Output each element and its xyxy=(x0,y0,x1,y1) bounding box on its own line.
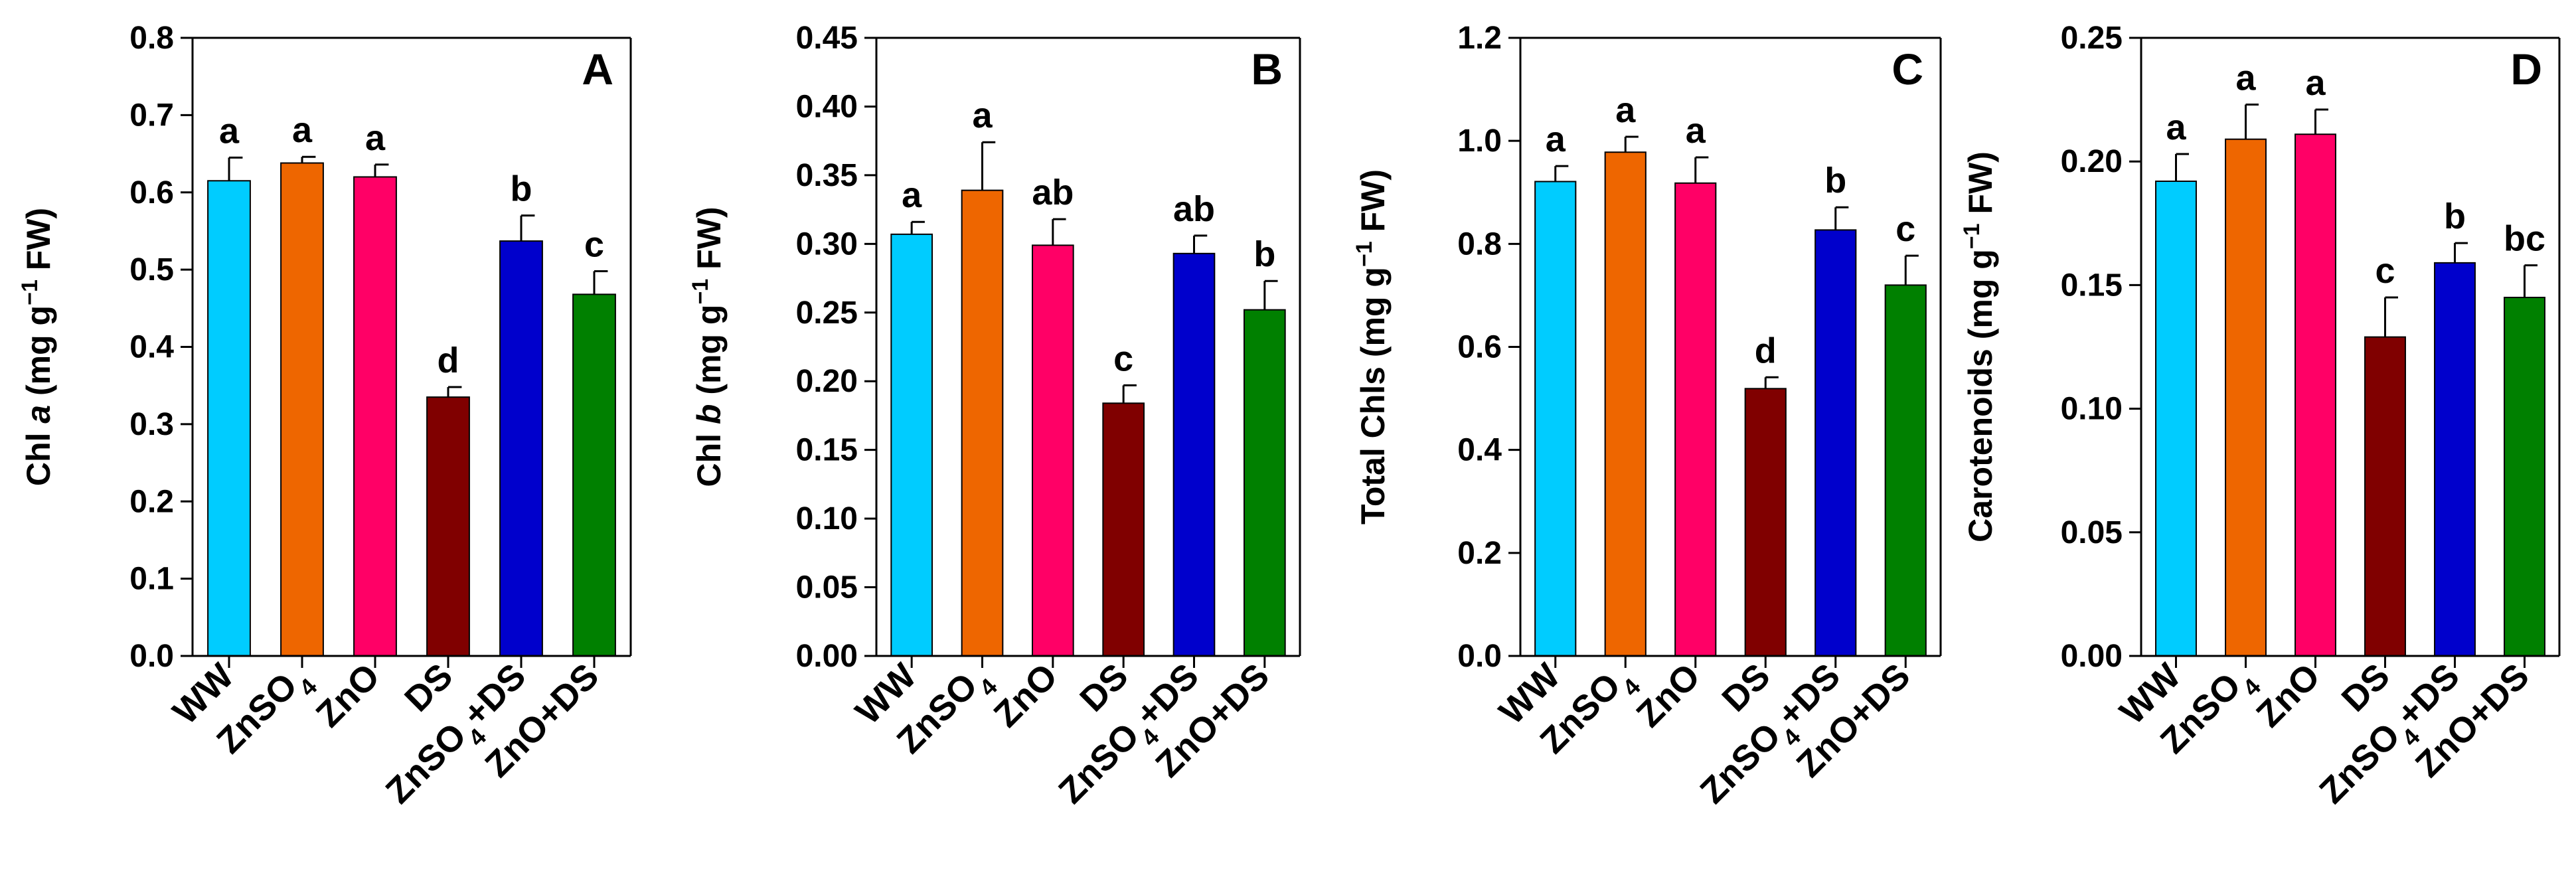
significance-letter: a xyxy=(972,96,993,135)
significance-letter: bc xyxy=(2504,219,2545,259)
significance-letter: b xyxy=(1824,161,1846,200)
significance-letter: a xyxy=(902,175,922,215)
significance-letter: a xyxy=(2305,63,2326,103)
y-tick-label: 0.4 xyxy=(1457,433,1502,468)
y-tick-label: 1.0 xyxy=(1457,123,1502,159)
chart-panel-b: aaabcabb0.000.050.100.150.200.250.300.35… xyxy=(688,21,1301,811)
significance-letter: c xyxy=(1895,209,1915,249)
significance-letter: c xyxy=(584,224,604,264)
y-tick-label: 0.4 xyxy=(129,330,174,365)
y-tick-label: 0.10 xyxy=(796,501,858,536)
significance-letter: c xyxy=(2375,251,2395,291)
bar-ww xyxy=(890,233,933,657)
y-tick-label: 0.2 xyxy=(129,484,174,519)
x-tick-label: DS xyxy=(1714,656,1777,719)
significance-letter: c xyxy=(1113,339,1133,378)
bar-zno-plus-ds xyxy=(1884,284,1927,657)
panel-label: A xyxy=(582,44,613,94)
significance-letter: d xyxy=(1755,331,1777,370)
y-axis-title: Chl b (mg g−1 FW) xyxy=(688,206,728,487)
y-axis-title: Carotenoids (mg g−1 FW) xyxy=(1959,151,1999,542)
significance-letter: a xyxy=(365,118,386,158)
y-tick-label: 0.2 xyxy=(1457,536,1502,571)
significance-letter: a xyxy=(2166,108,2186,147)
y-tick-label: 0.05 xyxy=(796,570,858,605)
significance-letter: ab xyxy=(1032,173,1074,212)
bar-znso4-plus-ds xyxy=(1172,252,1216,657)
bar-zno-plus-ds xyxy=(1243,309,1286,657)
y-tick-label: 0.20 xyxy=(2061,144,2123,179)
significance-letter: a xyxy=(1546,120,1566,159)
bar-znso4 xyxy=(280,162,324,657)
bar-ww xyxy=(2155,180,2197,657)
bar-ds xyxy=(1102,402,1145,657)
bar-zno-plus-ds xyxy=(572,293,616,657)
x-tick-label: DS xyxy=(397,656,460,719)
y-tick-label: 0.0 xyxy=(129,639,174,674)
panel-label: C xyxy=(1892,44,1923,94)
bar-ds xyxy=(1744,388,1787,657)
y-tick-label: 0.15 xyxy=(796,433,858,468)
y-tick-label: 0.8 xyxy=(129,21,174,56)
bar-zno xyxy=(353,176,397,657)
y-tick-label: 0.8 xyxy=(1457,226,1502,262)
y-tick-label: 0.40 xyxy=(796,89,858,124)
significance-letter: b xyxy=(1253,234,1275,274)
y-tick-label: 0.10 xyxy=(2061,392,2123,427)
significance-letter: a xyxy=(292,110,313,150)
y-tick-label: 1.2 xyxy=(1457,21,1502,56)
bar-zno xyxy=(1674,182,1717,657)
x-tick-label: DS xyxy=(1072,656,1135,719)
panel-label: D xyxy=(2510,44,2542,94)
significance-letter: a xyxy=(1615,90,1636,130)
y-tick-label: 0.3 xyxy=(129,407,174,442)
significance-letter: a xyxy=(2235,58,2256,98)
bar-znso4-plus-ds xyxy=(1814,229,1857,657)
x-tick-label: DS xyxy=(2334,656,2397,719)
significance-letter: a xyxy=(1686,111,1706,151)
bar-zno-plus-ds xyxy=(2504,297,2545,657)
bar-ds xyxy=(426,396,470,657)
bar-znso4-plus-ds xyxy=(2434,262,2476,657)
y-tick-label: 0.20 xyxy=(796,364,858,399)
y-tick-label: 0.25 xyxy=(796,295,858,331)
significance-letter: b xyxy=(2444,197,2466,236)
bar-zno xyxy=(2294,133,2336,657)
panel-label: B xyxy=(1251,44,1283,94)
y-tick-label: 0.35 xyxy=(796,158,858,193)
y-tick-label: 0.6 xyxy=(1457,330,1502,365)
bar-ww xyxy=(207,180,251,657)
bar-znso4 xyxy=(961,189,1004,657)
chart-panel-d: aa acbbc0.000.050.100.150.200.25WWZnSO4Zn… xyxy=(1959,21,2561,811)
bar-znso4 xyxy=(1604,151,1647,657)
significance-letter: d xyxy=(438,341,459,380)
bar-znso4 xyxy=(2225,138,2267,657)
y-tick-label: 0.45 xyxy=(796,21,858,56)
y-axis-title: Total Chls (mg g−1 FW) xyxy=(1352,169,1392,524)
y-tick-label: 0.05 xyxy=(2061,515,2123,550)
chart-panel-a: a a adbc0.00.10.20.30.40.50.60.70.8WWZnSO4… xyxy=(17,21,632,811)
y-tick-label: 0.15 xyxy=(2061,268,2123,303)
y-tick-label: 0.00 xyxy=(2061,639,2123,674)
significance-letter: ab xyxy=(1173,189,1215,229)
bar-ww xyxy=(1534,181,1577,657)
y-tick-label: 0.7 xyxy=(129,98,174,133)
y-tick-label: 0.1 xyxy=(129,562,174,597)
bar-znso4-plus-ds xyxy=(499,240,543,657)
significance-letter: a xyxy=(219,111,240,151)
y-axis-title: Chl a (mg g−1 FW) xyxy=(17,208,57,486)
y-tick-label: 0.6 xyxy=(129,175,174,210)
y-tick-label: 0.30 xyxy=(796,226,858,262)
bar-ds xyxy=(2364,336,2406,657)
y-tick-label: 0.5 xyxy=(129,252,174,287)
significance-letter: b xyxy=(511,169,532,209)
y-tick-label: 0.25 xyxy=(2061,21,2123,56)
bar-zno xyxy=(1031,244,1074,657)
y-tick-label: 0.00 xyxy=(796,639,858,674)
y-tick-label: 0.0 xyxy=(1457,639,1502,674)
